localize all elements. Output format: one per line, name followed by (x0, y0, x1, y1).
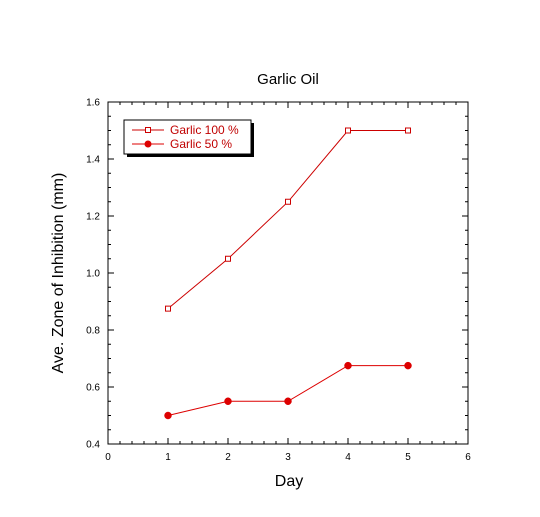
data-point-square (225, 255, 231, 262)
data-point-square (285, 198, 291, 205)
chart-title: Garlic Oil (257, 71, 319, 88)
legend: Garlic 100 %Garlic 50 % (123, 119, 254, 157)
data-point-circle (164, 411, 172, 420)
y-tick-label: 1.0 (86, 269, 100, 280)
data-point-circle (404, 361, 412, 370)
x-tick-label: 2 (225, 452, 231, 463)
series-line-2 (167, 365, 408, 416)
plot-area: 0 1 2 3 4 5 6 0.4 0.6 0.8 1.0 1.2 1.4 1.6 (86, 98, 471, 464)
legend-label: Garlic 50 % (170, 137, 232, 151)
y-tick-label: 1.2 (86, 212, 100, 223)
legend-label: Garlic 100 % (170, 123, 239, 137)
y-tick-label: 1.6 (86, 98, 100, 109)
y-tick-label: 0.4 (86, 440, 100, 451)
x-tick-label: 0 (105, 452, 111, 463)
data-point-circle (224, 397, 232, 405)
x-tick-label: 4 (345, 452, 351, 463)
series-line-1 (167, 130, 408, 309)
data-point-circle (284, 397, 292, 405)
data-point-square (345, 127, 351, 134)
data-point-circle (344, 361, 352, 370)
y-tick-label: 0.6 (86, 383, 100, 394)
x-axis-label: Day (275, 473, 303, 490)
legend-marker-square (145, 127, 151, 133)
y-axis-label: Ave. Zone of Inhibition (mm) (50, 173, 67, 374)
y-tick-label: 1.4 (86, 155, 100, 166)
y-tick-label: 0.8 (86, 326, 100, 337)
x-tick-label: 3 (285, 452, 291, 463)
data-point-square (165, 305, 171, 312)
legend-box (123, 119, 252, 155)
x-tick-label: 1 (165, 452, 171, 463)
x-tick-label: 6 (465, 452, 471, 463)
x-tick-label: 5 (405, 452, 411, 463)
legend-marker-circle (144, 140, 152, 148)
data-point-square (405, 127, 411, 134)
